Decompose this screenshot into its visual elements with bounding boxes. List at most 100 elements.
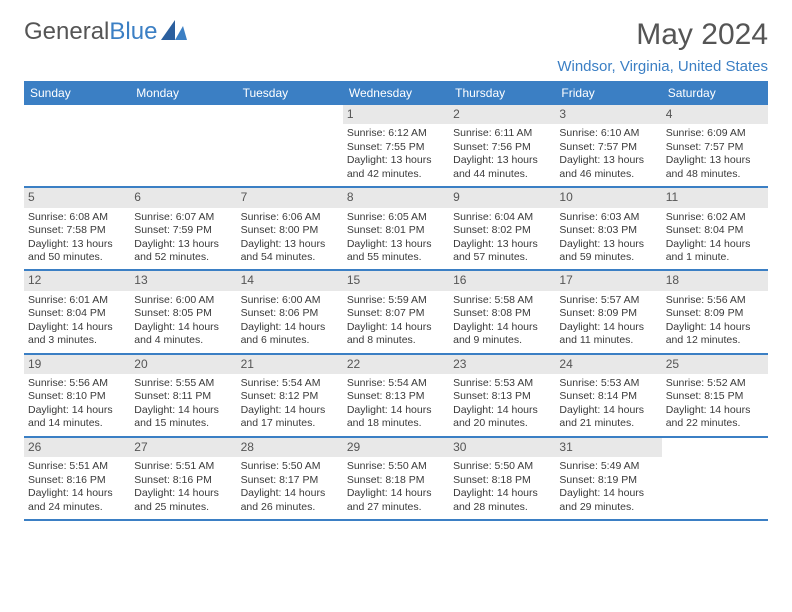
daylight1-text: Daylight: 14 hours [134,487,232,500]
daylight2-text: and 24 minutes. [28,501,126,514]
day-number: 8 [347,190,354,204]
daylight1-text: Daylight: 14 hours [28,404,126,417]
day-number-bar: 22 [343,355,449,374]
daylight2-text: and 21 minutes. [559,417,657,430]
day-number-bar: 8 [343,188,449,207]
daylight1-text: Daylight: 14 hours [666,321,764,334]
calendar-cell: 13Sunrise: 6:00 AMSunset: 8:05 PMDayligh… [130,271,236,352]
day-number-bar: 25 [662,355,768,374]
day-of-week: Thursday [449,81,555,105]
sunrise-text: Sunrise: 5:56 AM [28,377,126,390]
sunrise-text: Sunrise: 5:58 AM [453,294,551,307]
daylight1-text: Daylight: 13 hours [453,238,551,251]
day-of-week-header: SundayMondayTuesdayWednesdayThursdayFrid… [24,81,768,105]
day-number: 11 [666,190,678,204]
sunset-text: Sunset: 8:16 PM [134,474,232,487]
day-number: 2 [453,107,460,121]
sunset-text: Sunset: 8:16 PM [28,474,126,487]
day-number-bar: 5 [24,188,130,207]
sunset-text: Sunset: 8:02 PM [453,224,551,237]
location: Windsor, Virginia, United States [557,58,768,75]
day-number-bar: 11 [662,188,768,207]
daylight2-text: and 55 minutes. [347,251,445,264]
sunrise-text: Sunrise: 6:07 AM [134,211,232,224]
sunset-text: Sunset: 8:01 PM [347,224,445,237]
day-of-week: Monday [130,81,236,105]
sunset-text: Sunset: 7:56 PM [453,141,551,154]
day-of-week: Sunday [24,81,130,105]
daylight1-text: Daylight: 13 hours [453,154,551,167]
daylight1-text: Daylight: 14 hours [666,238,764,251]
sunrise-text: Sunrise: 6:03 AM [559,211,657,224]
daylight1-text: Daylight: 14 hours [453,487,551,500]
day-number-bar: 31 [555,438,661,457]
logo: GeneralBlue [24,18,187,46]
sunrise-text: Sunrise: 5:51 AM [28,460,126,473]
calendar-cell: 4Sunrise: 6:09 AMSunset: 7:57 PMDaylight… [662,105,768,186]
calendar-cell: 2Sunrise: 6:11 AMSunset: 7:56 PMDaylight… [449,105,555,186]
week-row: 1Sunrise: 6:12 AMSunset: 7:55 PMDaylight… [24,105,768,188]
sunset-text: Sunset: 8:04 PM [28,307,126,320]
day-number: 12 [28,273,41,287]
daylight2-text: and 12 minutes. [666,334,764,347]
day-number-bar: 2 [449,105,555,124]
calendar-cell: 3Sunrise: 6:10 AMSunset: 7:57 PMDaylight… [555,105,661,186]
daylight1-text: Daylight: 14 hours [241,487,339,500]
daylight1-text: Daylight: 14 hours [453,404,551,417]
daylight2-text: and 8 minutes. [347,334,445,347]
sunrise-text: Sunrise: 5:50 AM [347,460,445,473]
daylight2-text: and 3 minutes. [28,334,126,347]
logo-text-2: Blue [109,18,157,46]
daylight1-text: Daylight: 14 hours [559,321,657,334]
sunset-text: Sunset: 8:05 PM [134,307,232,320]
sunset-text: Sunset: 8:18 PM [347,474,445,487]
calendar-cell: 21Sunrise: 5:54 AMSunset: 8:12 PMDayligh… [237,355,343,436]
sunset-text: Sunset: 8:07 PM [347,307,445,320]
sunset-text: Sunset: 8:00 PM [241,224,339,237]
day-number-bar: 30 [449,438,555,457]
calendar-cell: 28Sunrise: 5:50 AMSunset: 8:17 PMDayligh… [237,438,343,519]
daylight2-text: and 17 minutes. [241,417,339,430]
day-number-bar: 14 [237,271,343,290]
calendar-cell [662,438,768,519]
sunrise-text: Sunrise: 5:51 AM [134,460,232,473]
sunrise-text: Sunrise: 6:00 AM [134,294,232,307]
sunset-text: Sunset: 7:57 PM [666,141,764,154]
daylight2-text: and 42 minutes. [347,168,445,181]
day-number: 15 [347,273,360,287]
day-number: 17 [559,273,572,287]
sunset-text: Sunset: 8:18 PM [453,474,551,487]
day-number: 30 [453,440,466,454]
daylight2-text: and 50 minutes. [28,251,126,264]
day-number-bar: 20 [130,355,236,374]
day-number-bar: 7 [237,188,343,207]
daylight2-text: and 25 minutes. [134,501,232,514]
sunrise-text: Sunrise: 6:02 AM [666,211,764,224]
daylight2-text: and 20 minutes. [453,417,551,430]
calendar-cell: 11Sunrise: 6:02 AMSunset: 8:04 PMDayligh… [662,188,768,269]
daylight1-text: Daylight: 14 hours [134,404,232,417]
sunrise-text: Sunrise: 6:10 AM [559,127,657,140]
day-number-bar: 13 [130,271,236,290]
calendar-cell: 8Sunrise: 6:05 AMSunset: 8:01 PMDaylight… [343,188,449,269]
day-number: 13 [134,273,147,287]
day-number: 1 [347,107,354,121]
sunrise-text: Sunrise: 6:05 AM [347,211,445,224]
sunrise-text: Sunrise: 5:54 AM [347,377,445,390]
daylight1-text: Daylight: 14 hours [559,487,657,500]
day-number-bar: 9 [449,188,555,207]
calendar-cell: 18Sunrise: 5:56 AMSunset: 8:09 PMDayligh… [662,271,768,352]
sunset-text: Sunset: 7:57 PM [559,141,657,154]
calendar-cell: 10Sunrise: 6:03 AMSunset: 8:03 PMDayligh… [555,188,661,269]
calendar: SundayMondayTuesdayWednesdayThursdayFrid… [24,81,768,521]
calendar-cell: 15Sunrise: 5:59 AMSunset: 8:07 PMDayligh… [343,271,449,352]
header: GeneralBlue May 2024 Windsor, Virginia, … [24,18,768,75]
sunset-text: Sunset: 8:11 PM [134,390,232,403]
day-of-week: Wednesday [343,81,449,105]
daylight1-text: Daylight: 13 hours [28,238,126,251]
daylight2-text: and 14 minutes. [28,417,126,430]
day-number: 21 [241,357,254,371]
day-number: 22 [347,357,360,371]
calendar-cell: 1Sunrise: 6:12 AMSunset: 7:55 PMDaylight… [343,105,449,186]
day-number: 31 [559,440,572,454]
